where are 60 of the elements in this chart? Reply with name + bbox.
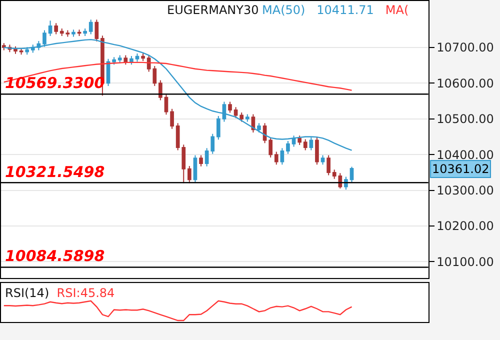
candlestick bbox=[77, 29, 82, 36]
candlestick bbox=[2, 42, 6, 51]
y-tick-label: 10100.00 bbox=[436, 254, 494, 269]
candlestick bbox=[83, 28, 87, 36]
chart-title: EUGERMANY30 bbox=[167, 3, 259, 17]
candlestick bbox=[234, 106, 238, 119]
candlestick bbox=[303, 138, 308, 151]
candlestick bbox=[94, 19, 99, 42]
candlestick bbox=[158, 80, 162, 101]
candlestick bbox=[141, 53, 145, 62]
candlestick bbox=[164, 94, 168, 116]
candlestick bbox=[216, 116, 220, 140]
candlestick bbox=[60, 28, 64, 36]
candlestick bbox=[25, 46, 30, 56]
candlestick bbox=[315, 136, 319, 166]
candlestick bbox=[193, 154, 198, 183]
candlestick bbox=[228, 101, 232, 114]
candlestick bbox=[48, 20, 52, 36]
candlestick bbox=[118, 54, 122, 64]
candlestick bbox=[72, 29, 76, 38]
y-tick-label: 10700.00 bbox=[436, 40, 494, 55]
series-label: RSI:45.84 bbox=[56, 286, 115, 300]
candlestick bbox=[19, 48, 24, 56]
candlestick bbox=[274, 151, 278, 166]
y-tick-label: 10500.00 bbox=[436, 112, 494, 126]
text: MA( bbox=[385, 3, 409, 17]
annotation: 10411.71 bbox=[316, 3, 374, 17]
candlestick bbox=[204, 148, 209, 167]
candlestick bbox=[257, 122, 261, 133]
candlestick bbox=[112, 56, 116, 66]
candlestick bbox=[210, 133, 215, 154]
candlestick bbox=[344, 176, 348, 190]
text: 10361.02 bbox=[432, 162, 490, 176]
candlestick bbox=[298, 135, 302, 146]
chart-title: RSI(14) bbox=[5, 286, 50, 300]
candlestick bbox=[66, 30, 70, 38]
candlestick bbox=[245, 114, 250, 122]
candlestick bbox=[54, 22, 58, 35]
text: MA(50) bbox=[262, 3, 306, 17]
ref-line-label: 10084.5898 bbox=[5, 247, 105, 265]
y-tick-label: 10400.00 bbox=[436, 148, 494, 162]
candlestick bbox=[280, 148, 284, 166]
candlestick bbox=[88, 19, 93, 35]
y-tick-label: 10200.00 bbox=[436, 219, 494, 234]
candlestick bbox=[30, 44, 35, 54]
candlestick bbox=[199, 154, 203, 167]
y-tick-label: 10600.00 bbox=[436, 76, 494, 90]
candlestick bbox=[188, 166, 192, 184]
ref-line-label: 10321.5498 bbox=[5, 163, 105, 181]
candlestick bbox=[326, 154, 330, 176]
candlestick bbox=[130, 56, 134, 66]
candlestick bbox=[320, 154, 325, 166]
candlestick bbox=[14, 46, 18, 54]
candlestick bbox=[135, 53, 140, 62]
candlestick bbox=[240, 112, 244, 122]
candlestick bbox=[170, 108, 174, 130]
y-tick-label: 10300.00 bbox=[436, 184, 494, 198]
candlestick bbox=[124, 54, 128, 66]
candlestick bbox=[268, 136, 273, 158]
candlestick bbox=[350, 166, 354, 183]
